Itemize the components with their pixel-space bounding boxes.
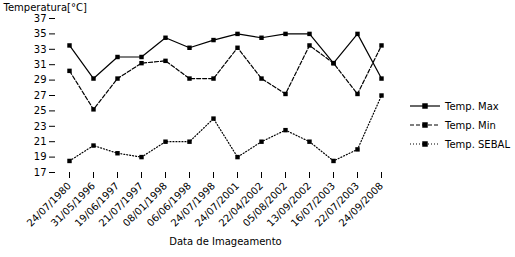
svg-text:08/01/1998: 08/01/1998 xyxy=(120,180,170,229)
svg-text:23: 23 xyxy=(34,121,47,132)
svg-text:33: 33 xyxy=(34,44,47,55)
svg-text:19/06/1997: 19/06/1997 xyxy=(72,180,122,229)
html-text:Temp. Min: Temp. Min xyxy=(445,119,496,131)
svg-text:29: 29 xyxy=(34,74,47,85)
svg-text:24/07/1998: 24/07/1998 xyxy=(168,180,218,229)
svg-text:35: 35 xyxy=(34,28,47,39)
svg-text:19: 19 xyxy=(34,151,47,162)
svg-text:37: 37 xyxy=(34,13,47,24)
svg-text:25: 25 xyxy=(34,105,47,116)
html-text:Temp. Max: Temp. Max xyxy=(445,100,499,112)
svg-text:13/09/2002: 13/09/2002 xyxy=(264,180,314,229)
html-text:Temp. SEBAL: Temp. SEBAL xyxy=(445,138,510,150)
svg-text:06/06/1998: 06/06/1998 xyxy=(144,180,194,229)
svg-text:Temperatura[°C]: Temperatura[°C] xyxy=(3,2,87,13)
svg-text:Data de Imageamento: Data de Imageamento xyxy=(169,236,281,247)
svg-text:22/04/2002: 22/04/2002 xyxy=(216,180,266,229)
svg-text:21/07/1997: 21/07/1997 xyxy=(96,180,146,229)
svg-text:16/07/2003: 16/07/2003 xyxy=(288,180,338,229)
svg-text:24/07/1980: 24/07/1980 xyxy=(24,180,74,229)
svg-text:21: 21 xyxy=(34,136,47,147)
svg-text:05/08/2002: 05/08/2002 xyxy=(240,180,290,229)
svg-text:24/09/2008: 24/09/2008 xyxy=(337,180,386,229)
svg-text:22/07/2003: 22/07/2003 xyxy=(312,180,362,229)
svg-text:31/05/1996: 31/05/1996 xyxy=(48,180,98,229)
svg-text:17: 17 xyxy=(34,167,47,178)
svg-text:27: 27 xyxy=(34,90,47,101)
svg-text:31: 31 xyxy=(34,59,47,70)
svg-text:24/07/2001: 24/07/2001 xyxy=(192,180,242,229)
